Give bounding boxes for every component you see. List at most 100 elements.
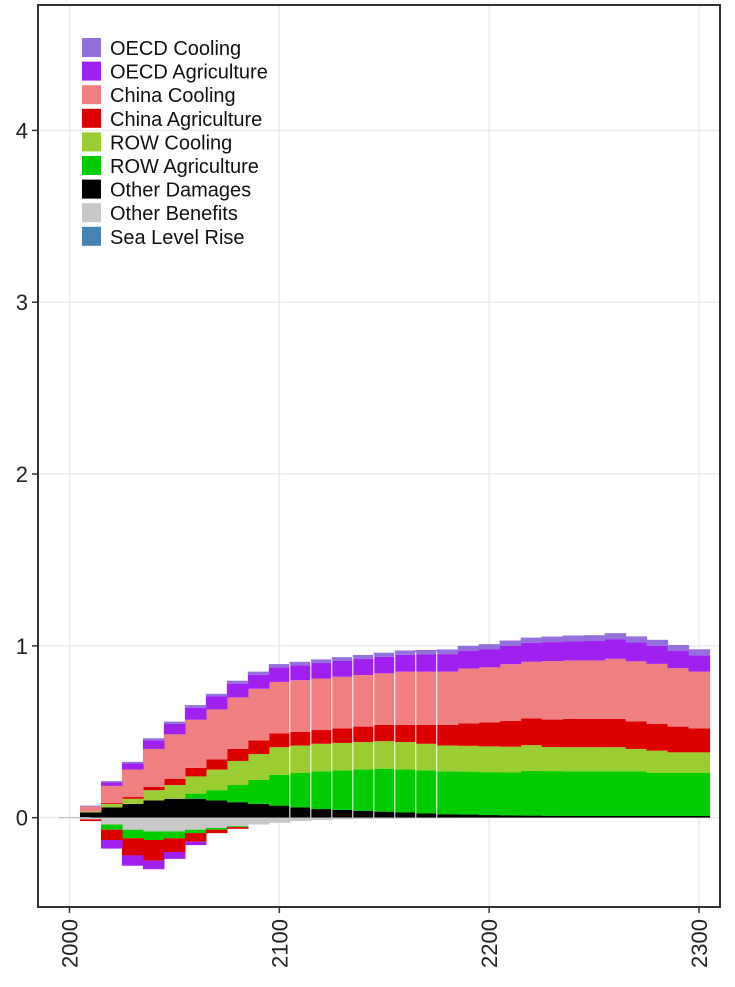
- area-segment: [100, 839, 123, 849]
- area-segment: [583, 718, 606, 748]
- area-segment: [436, 771, 459, 815]
- area-segment: [541, 747, 564, 772]
- area-segment: [646, 663, 669, 725]
- area-segment: [499, 772, 522, 816]
- area-segment: [331, 728, 354, 743]
- area-segment: [100, 817, 123, 825]
- area-segment: [163, 734, 186, 780]
- area-segment: [499, 720, 522, 747]
- area-segment: [583, 747, 606, 772]
- legend-swatch: [82, 132, 101, 152]
- legend-label: ROW Agriculture: [110, 156, 259, 178]
- area-segment: [247, 779, 270, 804]
- legend-label: China Agriculture: [110, 109, 262, 131]
- area-segment: [142, 817, 165, 832]
- area-segment: [121, 817, 144, 830]
- area-segment: [289, 680, 312, 732]
- area-segment: [415, 649, 438, 655]
- area-segment: [646, 772, 669, 816]
- x-tick-label: 2300: [687, 919, 712, 968]
- area-segment: [142, 831, 165, 840]
- x-tick-label: 2100: [267, 919, 292, 968]
- area-segment: [247, 754, 270, 780]
- area-segment: [688, 728, 711, 753]
- area-segment: [457, 814, 480, 818]
- area-segment: [541, 815, 564, 818]
- area-segment: [226, 826, 249, 828]
- legend-swatch: [82, 108, 101, 128]
- area-segment: [604, 658, 627, 719]
- area-segment: [625, 636, 648, 643]
- area-segment: [478, 667, 501, 723]
- area-segment: [520, 661, 543, 719]
- area-segment: [205, 769, 228, 791]
- area-segment: [688, 772, 711, 816]
- area-segment: [331, 817, 354, 820]
- y-axis-ticks: 0 1 2 3 4: [16, 118, 38, 831]
- area-segment: [562, 641, 585, 661]
- area-segment: [310, 817, 333, 821]
- area-segment: [205, 827, 228, 830]
- area-segment: [625, 661, 648, 722]
- area-segment: [331, 809, 354, 818]
- area-segment: [436, 671, 459, 725]
- legend-label: ROW Cooling: [110, 132, 232, 154]
- area-segment: [79, 812, 102, 818]
- area-segment: [310, 678, 333, 731]
- area-segment: [352, 675, 375, 727]
- area-segment: [520, 770, 543, 816]
- x-axis-ticks: 2000 2100 2200 2300: [57, 907, 712, 968]
- area-segment: [457, 723, 480, 746]
- legend-swatch: [82, 85, 101, 105]
- area-segment: [541, 642, 564, 662]
- area-segment: [457, 645, 480, 651]
- area-segment: [646, 645, 669, 664]
- area-segment: [457, 771, 480, 815]
- area-segment: [79, 817, 102, 820]
- area-segment: [163, 724, 186, 735]
- area-segment: [646, 639, 669, 646]
- area-segment: [499, 815, 522, 818]
- area-segment: [520, 745, 543, 771]
- area-segment: [373, 768, 396, 812]
- area-segment: [247, 817, 270, 825]
- area-segment: [688, 815, 711, 818]
- area-segment: [562, 635, 585, 642]
- area-segment: [415, 743, 438, 771]
- y-tick-label: 2: [16, 462, 28, 487]
- area-segment: [121, 855, 144, 866]
- area-segment: [205, 759, 228, 770]
- area-segment: [394, 671, 417, 725]
- area-segment: [646, 815, 669, 818]
- area-segment: [310, 663, 333, 679]
- area-segment: [415, 813, 438, 818]
- area-segment: [184, 793, 207, 799]
- legend-swatch: [82, 156, 101, 175]
- area-segment: [226, 827, 249, 829]
- area-segment: [226, 802, 249, 818]
- area-segment: [373, 724, 396, 742]
- area-segment: [604, 747, 627, 772]
- area-segment: [142, 790, 165, 801]
- area-segment: [310, 809, 333, 818]
- area-segment: [373, 741, 396, 769]
- area-segment: [142, 839, 165, 861]
- area-segment: [184, 776, 207, 794]
- y-tick-label: 4: [16, 118, 28, 143]
- legend-swatch: [82, 203, 101, 223]
- area-segment: [394, 742, 417, 770]
- area-segment: [121, 803, 144, 818]
- area-segment: [373, 656, 396, 674]
- area-segment: [478, 815, 501, 818]
- area-segment: [457, 745, 480, 772]
- area-segment: [142, 860, 165, 870]
- legend-label: OECD Cooling: [110, 38, 241, 60]
- area-segment: [541, 661, 564, 720]
- area-segment: [583, 771, 606, 816]
- area-segment: [415, 671, 438, 725]
- legend-swatch: [82, 179, 101, 199]
- area-segment: [499, 645, 522, 665]
- x-tick-label: 2000: [57, 919, 82, 968]
- area-segment: [478, 722, 501, 747]
